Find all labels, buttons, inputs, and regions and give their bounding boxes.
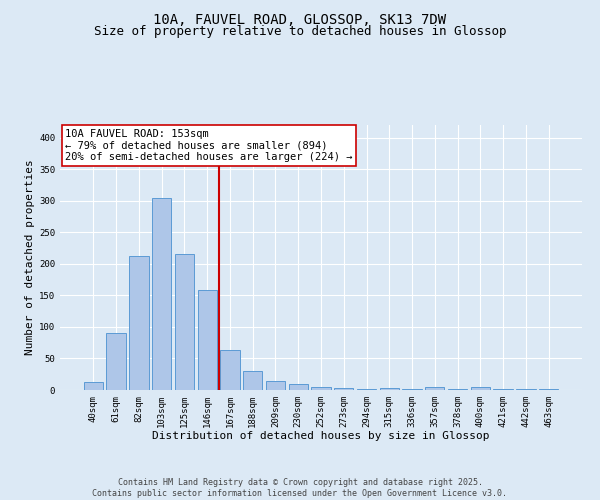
Text: 10A FAUVEL ROAD: 153sqm
← 79% of detached houses are smaller (894)
20% of semi-d: 10A FAUVEL ROAD: 153sqm ← 79% of detache… (65, 129, 353, 162)
Y-axis label: Number of detached properties: Number of detached properties (25, 160, 35, 356)
Bar (129, 256, 149, 390)
X-axis label: Distribution of detached houses by size in Glossop: Distribution of detached houses by size … (152, 432, 490, 442)
Bar (175, 254, 194, 390)
Bar (380, 388, 399, 390)
Text: Size of property relative to detached houses in Glossop: Size of property relative to detached ho… (94, 25, 506, 38)
Bar (539, 388, 558, 390)
Bar (197, 290, 217, 390)
Bar (243, 371, 262, 390)
Bar (266, 380, 285, 390)
Bar (311, 387, 331, 390)
Bar (289, 384, 308, 390)
Bar (334, 388, 353, 390)
Text: Contains HM Land Registry data © Crown copyright and database right 2025.
Contai: Contains HM Land Registry data © Crown c… (92, 478, 508, 498)
Bar (84, 382, 103, 390)
Bar (220, 350, 239, 390)
Bar (152, 198, 172, 390)
Bar (470, 388, 490, 390)
Bar (425, 388, 445, 390)
Bar (106, 333, 126, 390)
Text: 10A, FAUVEL ROAD, GLOSSOP, SK13 7DW: 10A, FAUVEL ROAD, GLOSSOP, SK13 7DW (154, 12, 446, 26)
